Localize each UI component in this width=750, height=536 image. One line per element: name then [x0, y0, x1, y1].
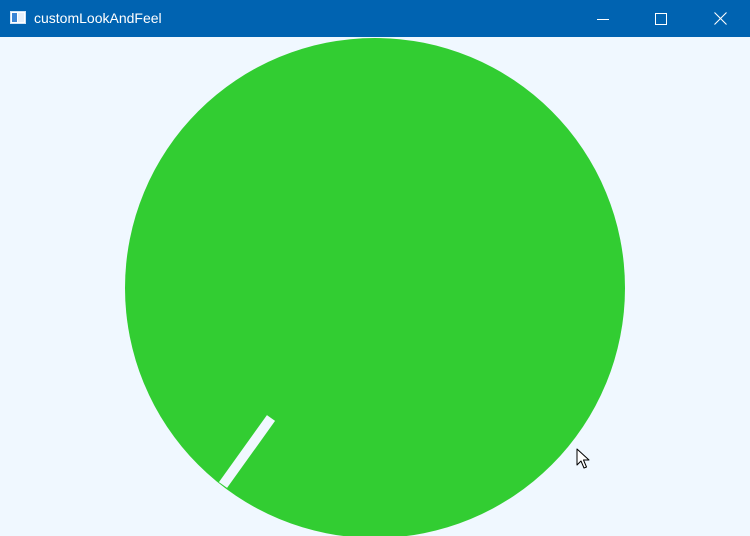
minimize-icon: [597, 18, 609, 20]
window-titlebar[interactable]: customLookAndFeel: [0, 0, 750, 37]
window-client-area: [0, 37, 750, 536]
knob-body[interactable]: [125, 38, 625, 536]
window-title: customLookAndFeel: [34, 10, 162, 26]
maximize-button[interactable]: [632, 0, 690, 37]
mouse-cursor-icon: [576, 448, 590, 469]
maximize-icon: [655, 12, 667, 25]
knob-pointer: [218, 415, 276, 488]
rotary-knob[interactable]: [0, 37, 750, 536]
close-icon: [713, 12, 727, 25]
window-app-icon[interactable]: [10, 11, 26, 24]
close-button[interactable]: [691, 0, 749, 37]
minimize-button[interactable]: [574, 0, 632, 37]
